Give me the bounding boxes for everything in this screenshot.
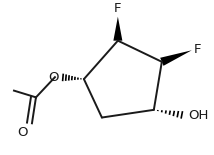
- Text: OH: OH: [188, 109, 208, 122]
- Polygon shape: [160, 50, 192, 66]
- Text: F: F: [194, 43, 201, 56]
- Text: O: O: [48, 71, 59, 84]
- Polygon shape: [113, 17, 122, 41]
- Text: F: F: [114, 2, 122, 15]
- Text: O: O: [18, 126, 28, 139]
